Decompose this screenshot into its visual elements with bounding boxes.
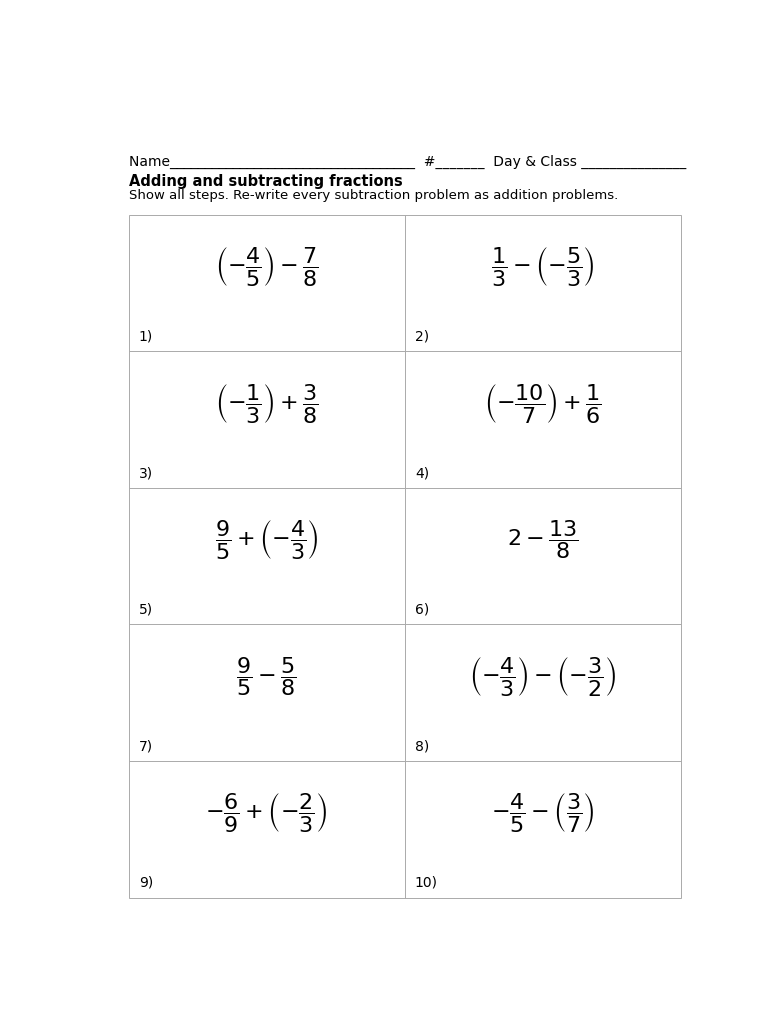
Text: 4): 4) bbox=[415, 466, 429, 480]
Text: 8): 8) bbox=[415, 739, 429, 754]
Text: $2 - \dfrac{13}{8}$: $2 - \dfrac{13}{8}$ bbox=[507, 518, 579, 561]
Text: 10): 10) bbox=[415, 876, 438, 890]
Text: $\left(-\dfrac{1}{3}\right) + \dfrac{3}{8}$: $\left(-\dfrac{1}{3}\right) + \dfrac{3}{… bbox=[215, 382, 319, 425]
Text: $\dfrac{9}{5} + \left(-\dfrac{4}{3}\right)$: $\dfrac{9}{5} + \left(-\dfrac{4}{3}\righ… bbox=[215, 518, 319, 561]
Text: $\left(-\dfrac{4}{5}\right) - \dfrac{7}{8}$: $\left(-\dfrac{4}{5}\right) - \dfrac{7}{… bbox=[215, 245, 319, 288]
Text: $-\dfrac{4}{5} - \left(\dfrac{3}{7}\right)$: $-\dfrac{4}{5} - \left(\dfrac{3}{7}\righ… bbox=[491, 792, 595, 835]
Text: $-\dfrac{6}{9} + \left(-\dfrac{2}{3}\right)$: $-\dfrac{6}{9} + \left(-\dfrac{2}{3}\rig… bbox=[206, 792, 328, 835]
Text: 2): 2) bbox=[415, 330, 429, 343]
Text: 9): 9) bbox=[139, 876, 153, 890]
Bar bbox=[128, 214, 681, 897]
Text: 6): 6) bbox=[415, 602, 429, 616]
Text: $\dfrac{1}{3} - \left(-\dfrac{5}{3}\right)$: $\dfrac{1}{3} - \left(-\dfrac{5}{3}\righ… bbox=[491, 245, 595, 288]
Text: 1): 1) bbox=[139, 330, 153, 343]
Text: $\left(-\dfrac{10}{7}\right) + \dfrac{1}{6}$: $\left(-\dfrac{10}{7}\right) + \dfrac{1}… bbox=[484, 382, 602, 425]
Text: $\dfrac{9}{5} - \dfrac{5}{8}$: $\dfrac{9}{5} - \dfrac{5}{8}$ bbox=[237, 654, 297, 697]
Text: 7): 7) bbox=[139, 739, 153, 754]
Text: Name___________________________________  #_______  Day & Class _______________: Name___________________________________ … bbox=[128, 156, 686, 169]
Text: $\left(-\dfrac{4}{3}\right) - \left(-\dfrac{3}{2}\right)$: $\left(-\dfrac{4}{3}\right) - \left(-\df… bbox=[469, 654, 617, 697]
Text: Show all steps. Re-write every subtraction problem as addition problems.: Show all steps. Re-write every subtracti… bbox=[128, 189, 617, 202]
Text: 3): 3) bbox=[139, 466, 153, 480]
Text: Adding and subtracting fractions: Adding and subtracting fractions bbox=[128, 174, 402, 188]
Text: 5): 5) bbox=[139, 602, 153, 616]
